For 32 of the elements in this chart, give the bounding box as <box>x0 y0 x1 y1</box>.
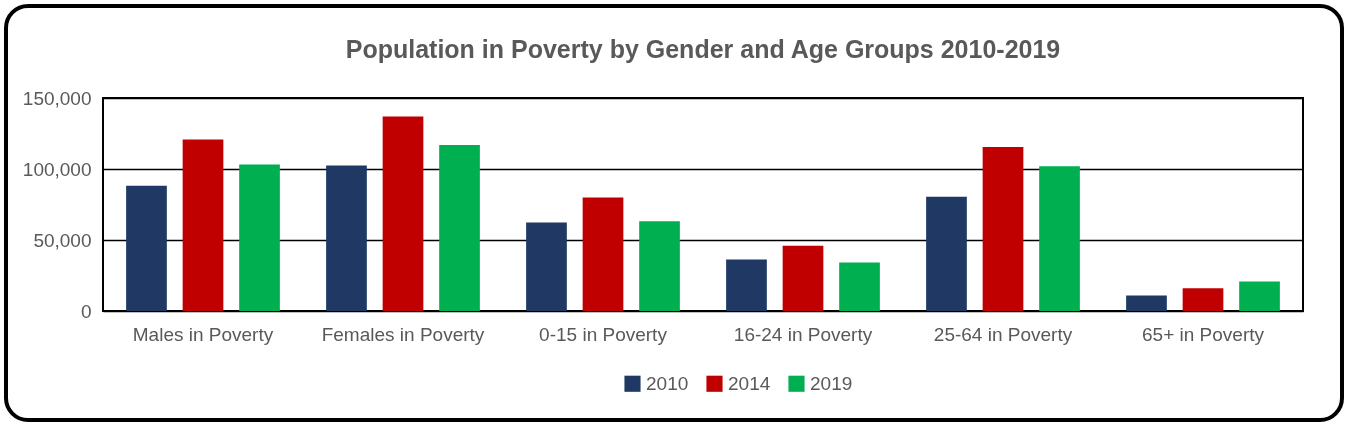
bar <box>926 196 967 311</box>
x-tick-label: 65+ in Poverty <box>1142 323 1265 345</box>
x-tick-label: 16-24 in Poverty <box>733 323 873 345</box>
x-tick-label: 25-64 in Poverty <box>933 323 1073 345</box>
chart-title: Population in Poverty by Gender and Age Groups 2010-2019 <box>345 35 1061 63</box>
x-tick-label: 0-15 in Poverty <box>539 323 668 345</box>
y-tick-label: 50,000 <box>33 229 92 251</box>
x-tick-label: Males in Poverty <box>132 323 274 345</box>
bar <box>526 222 567 311</box>
legend-label: 2014 <box>728 372 771 394</box>
bar <box>982 146 1024 311</box>
bar <box>1239 281 1280 311</box>
bar <box>582 197 624 311</box>
bar <box>639 221 680 311</box>
legend-label: 2010 <box>646 372 689 394</box>
y-tick-label: 150,000 <box>22 87 92 109</box>
bar <box>126 185 167 311</box>
bar <box>1182 288 1224 311</box>
legend-label: 2019 <box>810 372 853 394</box>
bar <box>1126 295 1167 311</box>
y-tick-label: 100,000 <box>22 158 92 180</box>
x-tick-label: Females in Poverty <box>321 323 485 345</box>
y-tick-label: 0 <box>80 300 92 322</box>
bar <box>782 245 824 311</box>
bar <box>239 164 280 311</box>
bar <box>1039 166 1080 311</box>
bar <box>182 139 224 311</box>
bar <box>726 259 767 311</box>
bar <box>839 262 880 311</box>
bar <box>439 145 480 311</box>
bar <box>382 116 424 311</box>
bar <box>326 165 367 311</box>
